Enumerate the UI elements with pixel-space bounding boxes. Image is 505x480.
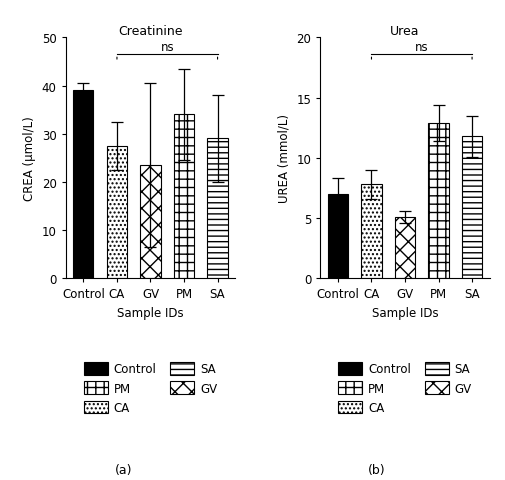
Title: Urea: Urea	[390, 25, 420, 38]
Y-axis label: CREA (µmol/L): CREA (µmol/L)	[23, 116, 36, 201]
Legend: Control, PM, CA, SA, GV: Control, PM, CA, SA, GV	[332, 356, 478, 420]
Text: ns: ns	[161, 41, 174, 54]
Bar	[462, 137, 482, 278]
Y-axis label: UREA (mmol/L): UREA (mmol/L)	[278, 114, 291, 203]
Text: ns: ns	[415, 41, 429, 54]
Bar	[140, 166, 161, 278]
Bar	[428, 123, 448, 278]
Title: Creatinine: Creatinine	[118, 25, 183, 38]
Text: (a): (a)	[115, 463, 132, 476]
Bar	[174, 115, 194, 278]
Bar	[73, 91, 93, 278]
X-axis label: Sample IDs: Sample IDs	[372, 306, 438, 319]
Legend: Control, PM, CA, SA, GV: Control, PM, CA, SA, GV	[78, 356, 223, 420]
Bar	[107, 146, 127, 278]
Bar	[395, 217, 415, 278]
X-axis label: Sample IDs: Sample IDs	[117, 306, 184, 319]
Bar	[328, 194, 348, 278]
Text: (b): (b)	[368, 463, 385, 476]
Bar	[208, 139, 228, 278]
Bar	[362, 185, 382, 278]
